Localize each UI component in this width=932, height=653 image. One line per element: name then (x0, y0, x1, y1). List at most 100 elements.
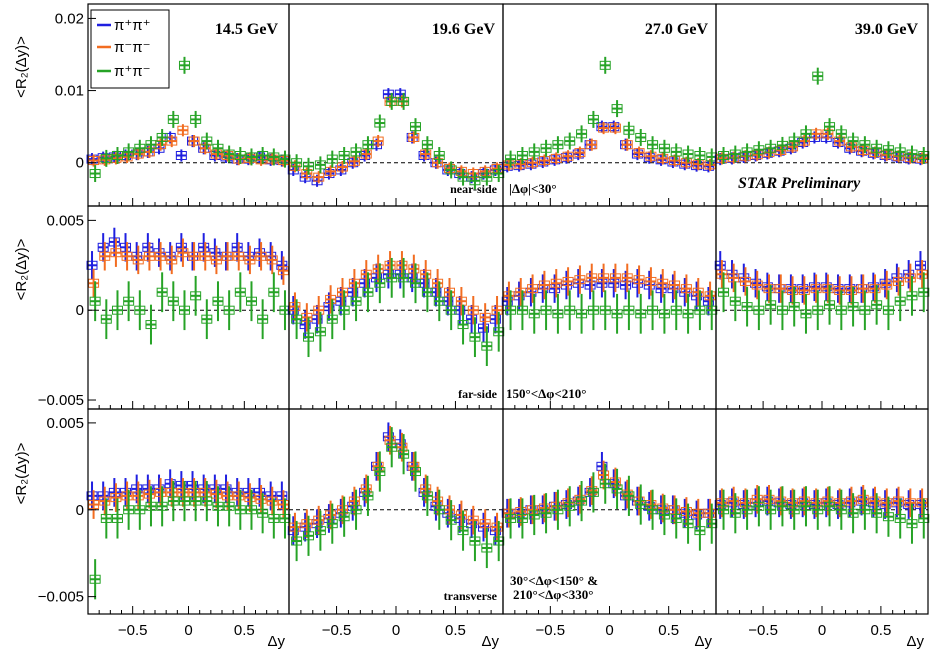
syst-box (143, 251, 155, 261)
syst-box (812, 305, 824, 315)
syst-box (728, 496, 740, 506)
syst-box (538, 280, 550, 290)
syst-box (167, 496, 179, 506)
syst-box (433, 296, 445, 306)
syst-box (694, 151, 706, 160)
syst-box (234, 287, 246, 297)
syst-box (222, 151, 234, 160)
syst-box (276, 491, 288, 501)
syst-box (765, 505, 777, 515)
syst-box (692, 508, 704, 518)
syst-box (798, 496, 810, 506)
syst-box (479, 166, 491, 176)
syst-box (845, 285, 857, 295)
syst-box (669, 505, 681, 515)
syst-box (108, 487, 120, 497)
syst-box (621, 273, 633, 283)
syst-box (857, 145, 869, 155)
syst-box (882, 512, 894, 522)
syst-box (822, 129, 834, 139)
syst-box (847, 136, 859, 146)
syst-box (231, 242, 243, 252)
syst-box (859, 305, 871, 315)
syst-box (99, 155, 111, 165)
syst-box (348, 496, 360, 506)
syst-box (212, 296, 224, 306)
syst-box (643, 153, 655, 163)
syst-box (198, 242, 210, 252)
syst-box (623, 125, 635, 135)
cut-label-near-side: |Δφ|<30° (509, 181, 557, 196)
syst-box (586, 486, 598, 496)
panel-r1-c2 (501, 205, 718, 410)
x-tick-label: −0.5 (748, 622, 778, 639)
syst-box (220, 484, 232, 494)
syst-box (894, 147, 906, 157)
syst-box (408, 132, 420, 142)
y-axis-labels: 0.02 0.01 0 <R₂(Δy)> 0.005 0 −0.005 <R₂(Δy)> 0.0… (13, 10, 96, 606)
syst-box (132, 491, 144, 501)
syst-box (384, 435, 396, 445)
syst-box (753, 145, 765, 155)
syst-box (398, 449, 410, 459)
syst-box (798, 285, 810, 295)
series-pipi-unlike (505, 56, 718, 168)
series-pipi-unlike (291, 92, 505, 190)
syst-box (621, 140, 633, 150)
y-axis-title: <R₂(Δy)> (13, 442, 30, 504)
syst-box (177, 125, 189, 135)
syst-box (574, 275, 586, 285)
syst-box (694, 526, 706, 536)
syst-box (501, 296, 513, 306)
syst-box (584, 280, 596, 290)
syst-box (432, 158, 444, 168)
syst-box (516, 305, 528, 315)
syst-box (121, 251, 133, 261)
syst-box (728, 273, 740, 283)
syst-box (457, 320, 469, 330)
syst-box (432, 278, 444, 288)
syst-box (325, 166, 337, 176)
syst-box (326, 154, 338, 164)
syst-box (360, 269, 372, 279)
syst-box (729, 508, 741, 518)
syst-box (879, 278, 891, 288)
syst-box (362, 491, 374, 501)
syst-box (599, 305, 611, 315)
syst-box (528, 510, 540, 520)
syst-box (386, 96, 398, 106)
syst-box (587, 305, 599, 315)
syst-box (788, 302, 800, 312)
syst-box (598, 123, 610, 133)
syst-box (881, 280, 893, 290)
x-tick-label: 0.5 (870, 622, 891, 639)
syst-box (847, 508, 859, 518)
syst-box (835, 129, 847, 139)
syst-box (299, 320, 311, 330)
syst-box (598, 470, 610, 480)
syst-box (178, 60, 190, 70)
syst-box (121, 491, 133, 501)
syst-box (234, 505, 246, 515)
syst-box (620, 280, 632, 290)
series-pipi-minus (289, 95, 503, 184)
syst-box (445, 515, 457, 525)
syst-box (682, 309, 694, 319)
syst-box (845, 496, 857, 506)
syst-box (201, 136, 213, 146)
syst-box (123, 505, 135, 515)
legend: π⁺π⁺ π⁻π⁻ π⁺π⁻ (90, 9, 170, 89)
syst-box (398, 273, 410, 283)
energy-labels: 14.5 GeV 19.6 GeV 27.0 GeV 39.0 GeV (215, 21, 919, 38)
legend-label-pi-minus-pi-minus: π⁻π⁻ (114, 39, 151, 56)
syst-box (134, 143, 146, 153)
syst-box (576, 129, 588, 139)
syst-box (279, 513, 291, 523)
syst-box (647, 505, 659, 515)
syst-box (765, 143, 777, 153)
syst-box (177, 248, 189, 258)
syst-box (775, 284, 787, 294)
syst-box (741, 505, 753, 515)
syst-box (409, 467, 421, 477)
syst-box (145, 501, 157, 511)
